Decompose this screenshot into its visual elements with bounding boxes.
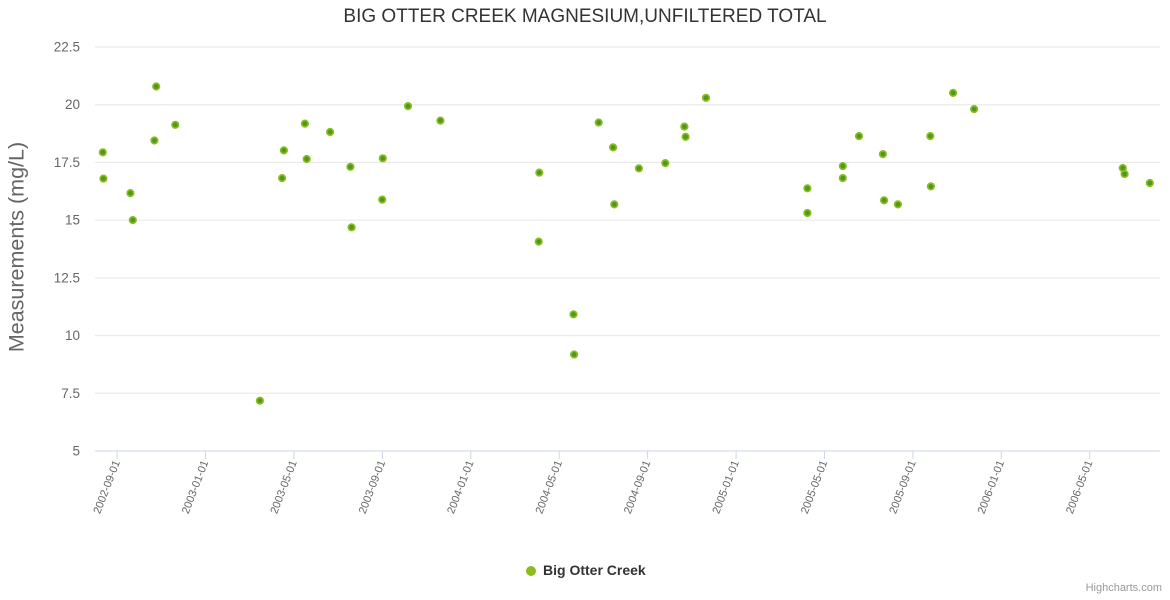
svg-text:5: 5 [72,444,80,459]
svg-text:7.5: 7.5 [61,386,80,401]
svg-text:2006-01-01: 2006-01-01 [976,459,1007,516]
svg-text:2006-05-01: 2006-05-01 [1064,459,1095,516]
svg-text:17.5: 17.5 [54,155,80,170]
svg-text:2003-09-01: 2003-09-01 [357,459,388,516]
svg-text:20: 20 [65,97,80,112]
svg-text:2003-01-01: 2003-01-01 [180,459,211,516]
svg-text:22.5: 22.5 [54,40,80,55]
svg-text:2005-01-01: 2005-01-01 [711,459,742,516]
svg-text:2004-05-01: 2004-05-01 [534,459,565,516]
svg-text:10: 10 [65,328,80,343]
svg-text:2004-01-01: 2004-01-01 [445,459,476,516]
svg-text:2005-09-01: 2005-09-01 [887,459,918,516]
svg-text:12.5: 12.5 [54,270,80,285]
svg-text:2002-09-01: 2002-09-01 [92,459,123,516]
svg-text:2003-05-01: 2003-05-01 [268,459,299,516]
svg-text:2004-09-01: 2004-09-01 [622,459,653,516]
svg-text:15: 15 [65,213,80,228]
svg-text:2005-05-01: 2005-05-01 [799,459,830,516]
